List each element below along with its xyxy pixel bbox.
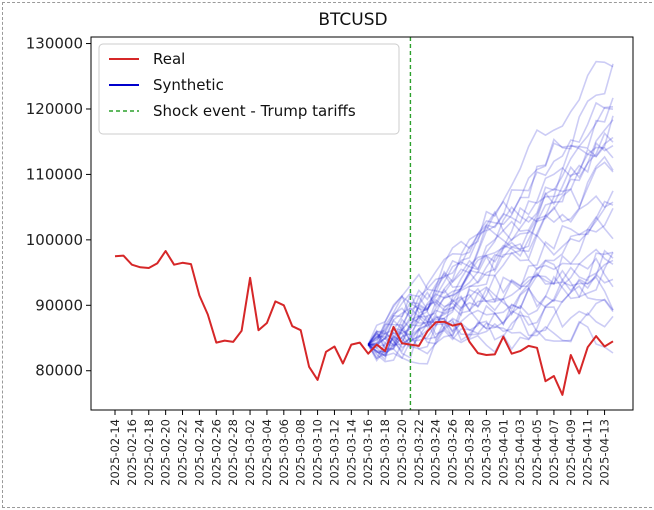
- plot-area: [90, 36, 634, 411]
- synthetic-path: [367, 207, 614, 346]
- x-tick-label: 2025-02-20: [159, 419, 173, 486]
- synthetic-path: [367, 115, 614, 363]
- synthetic-path: [367, 63, 614, 346]
- synthetic-path: [368, 101, 614, 346]
- x-tick-label: 2025-04-01: [496, 419, 510, 486]
- x-tick-label: 2025-03-28: [463, 419, 477, 486]
- x-tick-label: 2025-03-18: [378, 419, 392, 486]
- synthetic-path: [368, 119, 614, 347]
- x-tick-label: 2025-03-02: [243, 419, 257, 486]
- x-tick-label: 2025-02-24: [192, 419, 206, 486]
- x-tick-label: 2025-03-14: [344, 419, 358, 486]
- synthetic-path: [367, 257, 614, 358]
- x-tick-label: 2025-03-04: [260, 419, 274, 486]
- synthetic-path: [367, 195, 614, 350]
- x-tick-label: 2025-03-22: [412, 419, 426, 486]
- x-tick-label: 2025-03-10: [311, 419, 325, 486]
- synthetic-path: [368, 276, 614, 355]
- x-tick-label: 2025-03-06: [277, 419, 291, 486]
- y-tick-label: 110000: [26, 165, 83, 183]
- synthetic-path: [367, 273, 614, 365]
- y-tick-label: 130000: [26, 35, 83, 53]
- synthetic-path: [367, 312, 614, 354]
- x-tick-label: 2025-02-14: [108, 419, 122, 486]
- synthetic-path: [367, 106, 614, 360]
- synthetic-path: [367, 190, 614, 346]
- synthetic-path: [367, 136, 614, 362]
- synthetic-path: [367, 161, 614, 357]
- x-tick-label: 2025-04-13: [598, 419, 612, 486]
- synthetic-path: [367, 284, 614, 346]
- x-axis: 2025-02-14 2025-02-16 2025-02-18 2025-02-20…: [108, 410, 612, 486]
- synthetic-path: [367, 259, 614, 348]
- synthetic-path: [367, 320, 614, 354]
- synthetic-path: [368, 146, 614, 346]
- synthetic-path: [367, 141, 614, 350]
- x-tick-label: 2025-03-16: [361, 419, 375, 486]
- synthetic-path: [367, 60, 614, 345]
- y-tick-label: 100000: [26, 231, 83, 249]
- x-tick-label: 2025-04-03: [513, 419, 527, 486]
- x-tick-label: 2025-03-30: [479, 419, 493, 486]
- x-tick-label: 2025-03-08: [294, 419, 308, 486]
- synthetic-path: [367, 155, 614, 354]
- synthetic-path: [367, 251, 614, 359]
- x-tick-label: 2025-03-26: [446, 419, 460, 486]
- y-tick-label: 120000: [26, 100, 83, 118]
- synthetic-path: [367, 252, 614, 355]
- x-tick-label: 2025-03-20: [395, 419, 409, 486]
- synthetic-path: [367, 97, 614, 350]
- x-tick-label: 2025-02-22: [176, 419, 190, 486]
- x-tick-label: 2025-03-24: [429, 419, 443, 486]
- synthetic-path: [368, 131, 614, 347]
- legend-box: [98, 43, 400, 135]
- synthetic-path: [368, 249, 614, 347]
- y-tick-label: 90000: [35, 296, 83, 314]
- x-tick-label: 2025-02-28: [226, 419, 240, 486]
- x-tick-label: 2025-04-09: [564, 419, 578, 486]
- legend-label: Real: [153, 50, 185, 68]
- synthetic-path: [368, 248, 614, 350]
- x-tick-label: 2025-03-12: [327, 419, 341, 486]
- x-tick-label: 2025-02-16: [125, 419, 139, 486]
- synthetic-paths: [367, 60, 614, 365]
- legend-label: Shock event - Trump tariffs: [153, 102, 356, 120]
- btc-chart: BTCUSD 80000 90000 100000 110000 120000 13000…: [26, 10, 634, 486]
- chart-title: BTCUSD: [318, 10, 387, 30]
- x-tick-label: 2025-02-18: [142, 419, 156, 486]
- x-tick-label: 2025-04-07: [547, 419, 561, 486]
- x-tick-label: 2025-04-05: [530, 419, 544, 486]
- real-series-line: [114, 250, 614, 396]
- synthetic-path: [367, 200, 614, 346]
- legend-label: Synthetic: [153, 76, 224, 94]
- x-tick-label: 2025-04-11: [581, 419, 595, 486]
- legend: Real Synthetic Shock event - Trump tariffs: [98, 43, 400, 135]
- x-tick-label: 2025-02-26: [209, 419, 223, 486]
- y-tick-label: 80000: [35, 362, 83, 380]
- y-axis: 80000 90000 100000 110000 120000 130000: [26, 35, 91, 380]
